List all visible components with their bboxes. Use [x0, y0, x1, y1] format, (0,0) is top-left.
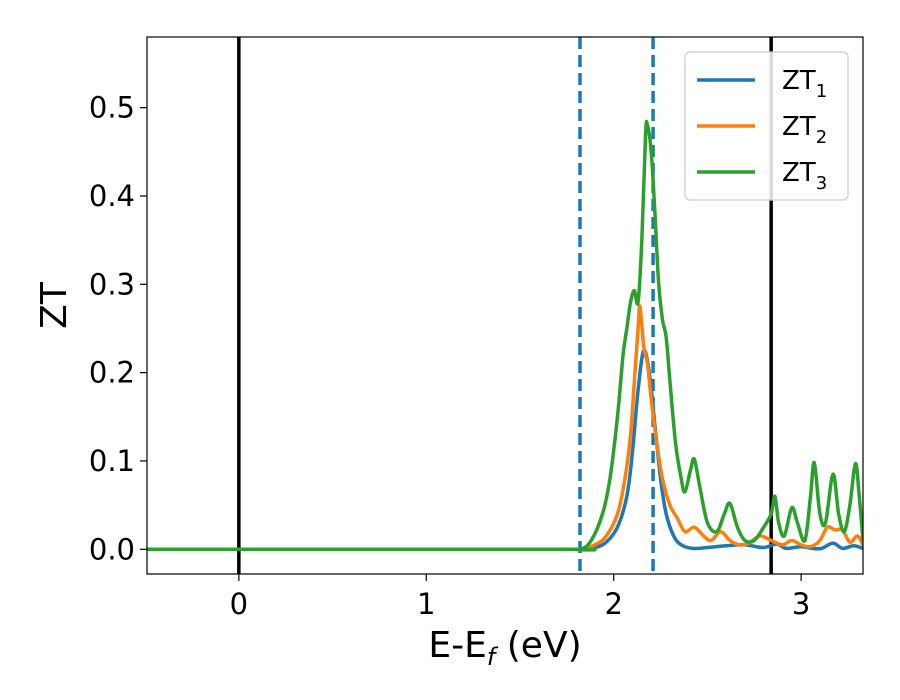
- legend-label-zt3: ZT3: [782, 158, 827, 194]
- legend-label-zt2: ZT2: [782, 112, 827, 148]
- x-axis: 0 1 2 3: [230, 574, 810, 621]
- y-axis-label: ZT: [34, 281, 75, 329]
- y-tick-label: 0.2: [89, 356, 135, 390]
- y-tick-label: 0.0: [89, 532, 135, 566]
- x-tick-label: 1: [417, 587, 435, 621]
- y-tick-label: 0.3: [89, 267, 135, 301]
- x-tick-label: 0: [230, 587, 248, 621]
- legend-box: [684, 51, 849, 201]
- series-line-zt1: [147, 348, 863, 552]
- x-axis-label-main: E-E: [428, 625, 486, 666]
- x-tick-label: 2: [604, 587, 622, 621]
- x-axis-label: E-Ef (eV): [428, 625, 581, 671]
- x-axis-label-unit: (eV): [495, 625, 581, 666]
- plot-frame: [146, 36, 864, 575]
- series-line-zt2: [147, 304, 863, 552]
- legend: ZT1 ZT2 ZT3: [684, 51, 849, 201]
- legend-label-zt1: ZT1: [782, 66, 827, 102]
- series-line-zt3: [147, 119, 863, 552]
- x-tick-label: 3: [792, 587, 810, 621]
- y-tick-label: 0.1: [89, 444, 135, 478]
- y-axis: 0.0 0.1 0.2 0.3 0.4 0.5: [89, 91, 147, 566]
- y-tick-label: 0.4: [89, 179, 135, 213]
- y-tick-label: 0.5: [89, 91, 135, 125]
- series-layer: [147, 119, 863, 552]
